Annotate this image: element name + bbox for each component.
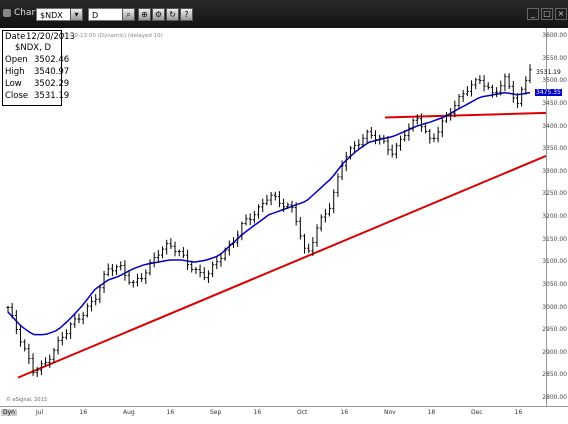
price-axis-tick: 2950.00: [542, 326, 567, 334]
window-title: Chart: [14, 8, 39, 18]
price-axis-tick: 3300.00: [542, 167, 567, 175]
moving-average-label: 3475.35: [535, 89, 562, 96]
last-price-label: 3531.19: [536, 69, 561, 76]
close-label: Close: [5, 91, 29, 101]
time-axis-tick: 16: [340, 409, 349, 416]
copyright-text: © eSignal, 2013: [6, 397, 47, 403]
price-axis-tick: 2800.00: [542, 394, 567, 401]
open-label: Open: [5, 55, 28, 65]
time-axis-tick: 18: [427, 409, 436, 416]
price-axis-tick: 2850.00: [542, 371, 567, 379]
chart-area[interactable]: [0, 28, 546, 406]
minimize-icon[interactable]: _: [527, 8, 539, 20]
period-input[interactable]: D: [88, 8, 124, 21]
settings-icon[interactable]: ⚙: [152, 8, 165, 21]
maximize-icon[interactable]: □: [541, 8, 553, 20]
low-value: 3502.29: [34, 79, 70, 89]
price-chart: [6, 64, 546, 379]
dynamic-scale-button[interactable]: Dyn: [1, 409, 17, 416]
time-axis-tick: Dec: [471, 409, 483, 416]
price-axis-tick: 3050.00: [542, 280, 567, 288]
time-axis-tick: 16: [514, 409, 523, 416]
link-icon[interactable]: ⊕: [138, 8, 151, 21]
price-axis-tick: 3100.00: [542, 258, 567, 266]
time-axis-tick: 16: [79, 409, 88, 416]
ohlc-info-box: Date 12/20/2013 $NDX, D Open 3502.46 Hig…: [2, 30, 75, 106]
close-value: 3531.19: [34, 91, 70, 101]
high-value: 3540.97: [34, 67, 70, 77]
search-icon[interactable]: ⌕: [122, 8, 135, 21]
title-bar: Chart $NDX ▾ D ⌕ ⊕ ⚙ ↻ ? _ □ ×: [0, 0, 568, 29]
price-axis-tick: 3400.00: [542, 122, 567, 130]
price-axis-tick: 3150.00: [542, 235, 567, 243]
time-axis-tick: Oct: [297, 409, 308, 416]
horizontal-support-line: [384, 111, 546, 119]
time-axis-tick: Nov: [384, 409, 396, 416]
symbol-label: $NDX, D: [15, 43, 52, 53]
price-axis-tick: 2900.00: [542, 348, 567, 356]
price-axis-tick: 3550.00: [542, 54, 567, 62]
time-axis-tick: 16: [166, 409, 175, 416]
time-axis-tick: Sep: [210, 409, 222, 416]
price-axis-tick: 3350.00: [542, 145, 567, 153]
time-axis-tick: Aug: [123, 409, 135, 416]
close-icon[interactable]: ×: [555, 8, 567, 20]
price-axis-tick: 3500.00: [542, 77, 567, 85]
open-value: 3502.46: [34, 55, 70, 65]
chart-app-icon: [3, 9, 11, 17]
price-axis[interactable]: 2800.00 2850.00 2900.00 2950.00 3000.00 3050.…: [542, 28, 568, 406]
time-axis-tick: Jul: [36, 409, 44, 416]
price-axis-tick: 3450.00: [542, 99, 567, 107]
help-icon[interactable]: ?: [180, 8, 193, 21]
date-value: 12/20/2013: [26, 32, 75, 42]
moving-average-line: [7, 91, 531, 336]
support-trendline: [17, 154, 546, 379]
price-axis-tick: 3250.00: [542, 190, 567, 198]
low-label: Low: [5, 79, 22, 89]
refresh-icon[interactable]: ↻: [166, 8, 179, 21]
time-axis[interactable]: Dyn Jul 16 Aug 16 Sep 16 Oct 16 Nov 18 Dec 16: [0, 406, 568, 424]
time-axis-tick: 16: [253, 409, 262, 416]
price-axis-tick: 3200.00: [542, 213, 567, 220]
high-label: High: [5, 67, 25, 77]
date-label: Date: [5, 32, 26, 42]
price-axis-tick: 3000.00: [542, 303, 567, 311]
chart-description: 12-20-13:00 (Dynamic) (delayed 10): [62, 33, 163, 39]
price-axis-tick: 3600.00: [542, 32, 567, 39]
symbol-dropdown-button[interactable]: ▾: [70, 8, 83, 21]
